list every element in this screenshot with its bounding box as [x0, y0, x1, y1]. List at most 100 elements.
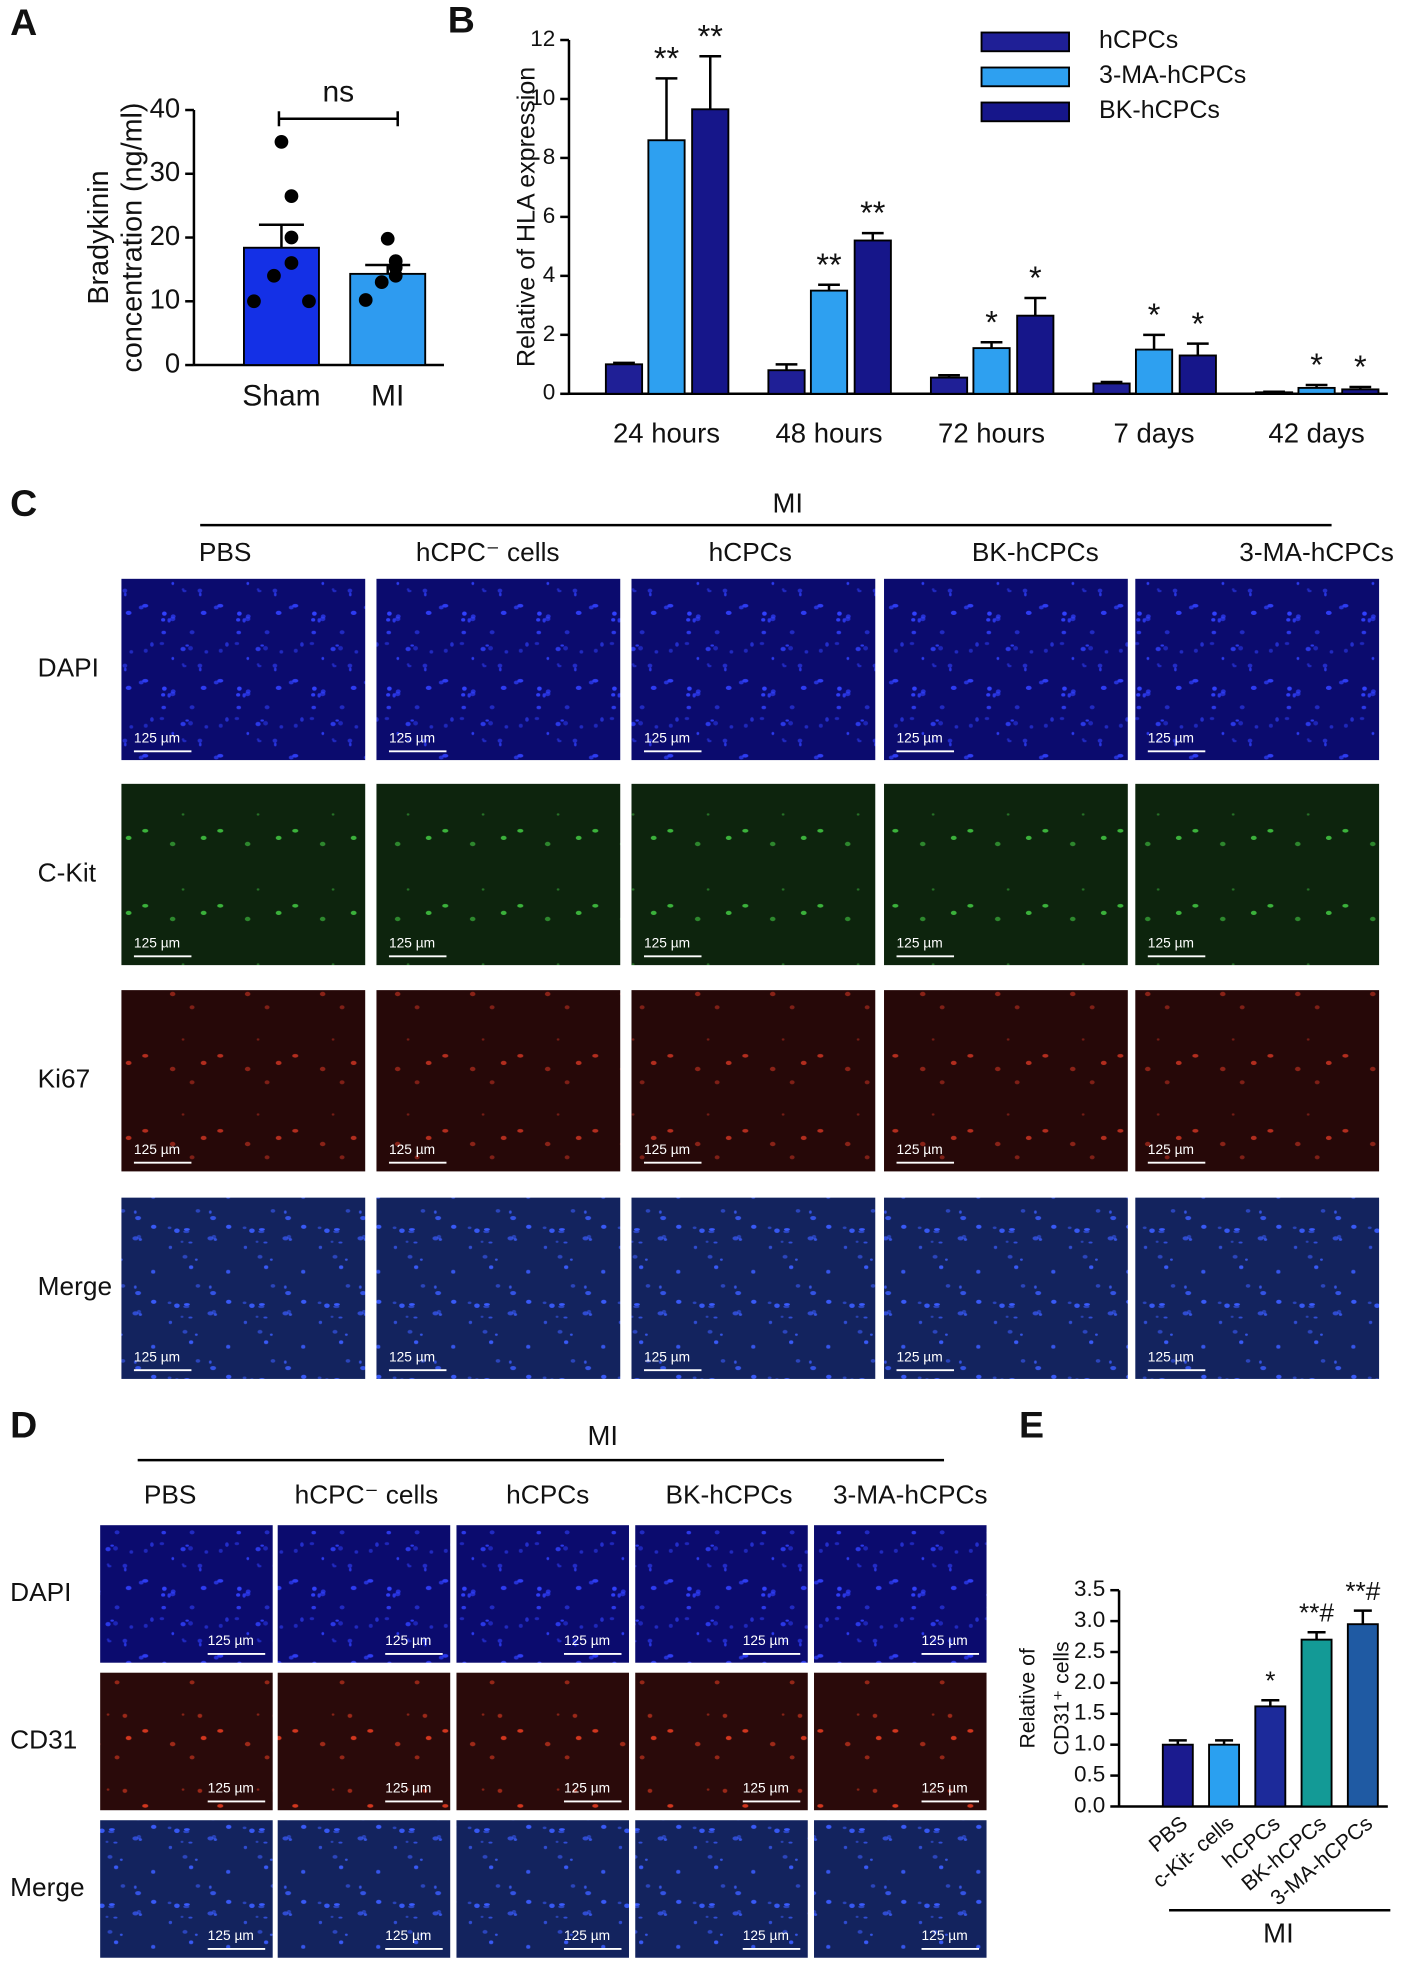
scale-bar-label: 125 µm	[922, 1781, 968, 1796]
scale-bar-label: 125 µm	[743, 1928, 789, 1943]
micrograph	[121, 578, 366, 761]
x-tick-label: 48 hours	[775, 417, 882, 448]
micrograph	[376, 990, 621, 1172]
y-tick-label: 10	[530, 85, 555, 110]
micrograph	[277, 1820, 451, 1958]
bar	[647, 139, 686, 395]
scale-bar-label: 125 µm	[389, 935, 435, 950]
y-tick-label: 0	[165, 347, 180, 378]
panel-label: A	[10, 1, 37, 43]
bar	[1341, 388, 1380, 395]
x-tick-label: 42 days	[1268, 417, 1364, 448]
scale-bar-label: 125 µm	[897, 935, 943, 950]
data-point	[380, 231, 395, 246]
group-label: MI	[1263, 1918, 1294, 1949]
significance: **	[816, 247, 842, 283]
scale-bar-label: 125 µm	[922, 1633, 968, 1648]
column-label: BK-hCPCs	[972, 537, 1099, 567]
y-tick-label: 10	[150, 284, 181, 315]
micrograph	[814, 1672, 987, 1811]
data-point	[274, 135, 289, 149]
legend-swatch	[980, 66, 1070, 88]
y-tick-label: 3.0	[1074, 1607, 1105, 1632]
micrograph	[631, 783, 876, 966]
scale-bar-label: 125 µm	[644, 730, 690, 745]
scale-bar-label: 125 µm	[564, 1928, 610, 1943]
micrograph	[814, 1525, 987, 1663]
bar	[1297, 386, 1336, 395]
micrograph	[884, 1197, 1128, 1379]
bar	[349, 272, 427, 366]
micrograph	[100, 1820, 273, 1958]
panel-label: B	[448, 0, 475, 40]
micrograph	[100, 1672, 273, 1811]
row-label: Merge	[38, 1271, 112, 1301]
micrograph	[121, 990, 366, 1172]
bar	[691, 108, 730, 395]
scale-bar-label: 125 µm	[389, 1349, 435, 1364]
row-label: Merge	[10, 1872, 84, 1902]
significance: *	[1029, 260, 1042, 296]
scale-bar-label: 125 µm	[743, 1781, 789, 1796]
data-point	[358, 293, 373, 307]
bar	[853, 239, 892, 395]
legend-label: BK-hCPCs	[1099, 96, 1220, 124]
data-point	[374, 275, 389, 290]
column-label: hCPCs	[709, 537, 792, 567]
panel-label: D	[10, 1404, 37, 1446]
significance: *	[1310, 347, 1323, 383]
y-tick-label: 4	[543, 262, 556, 287]
y-tick-label: 40	[150, 92, 181, 123]
column-label: 3-MA-hCPCs	[1239, 537, 1394, 567]
y-tick-label: 8	[543, 144, 556, 169]
y-tick-label: 2.0	[1074, 1669, 1105, 1694]
y-tick-label: 2.5	[1074, 1638, 1105, 1663]
scale-bar-label: 125 µm	[1148, 1349, 1194, 1364]
column-label: hCPC⁻ cells	[416, 537, 560, 567]
bar	[1178, 354, 1217, 395]
scale-bar-label: 125 µm	[385, 1781, 431, 1796]
legend-swatch	[980, 101, 1070, 123]
row-label: Ki67	[38, 1064, 91, 1094]
micrograph	[1135, 1197, 1380, 1379]
data-point	[267, 268, 281, 283]
column-label: BK-hCPCs	[666, 1479, 793, 1509]
x-tick-label: Sham	[242, 379, 320, 412]
y-axis-label: concentration (ng/ml)	[117, 102, 149, 372]
panel-label: C	[10, 482, 37, 524]
y-tick-label: 3.5	[1074, 1576, 1105, 1601]
scale-bar-label: 125 µm	[1148, 935, 1194, 950]
bar	[1254, 1705, 1287, 1808]
y-tick-label: 20	[150, 220, 181, 251]
y-axis-label: Relative of HLA expression	[512, 67, 540, 367]
scale-bar-label: 125 µm	[564, 1633, 610, 1648]
y-tick-label: 30	[150, 156, 181, 187]
data-point	[247, 294, 261, 309]
scale-bar-label: 125 µm	[134, 1349, 180, 1364]
significance: **	[654, 40, 680, 76]
scale-bar-label: 125 µm	[389, 1142, 435, 1157]
micrograph	[635, 1672, 808, 1811]
x-tick-label: 72 hours	[938, 417, 1045, 448]
significance: **#	[1299, 1598, 1334, 1628]
x-tick-label: 7 days	[1114, 417, 1195, 448]
micrograph	[1135, 990, 1380, 1172]
y-axis-label: Bradykinin	[83, 170, 115, 304]
row-label: C-Kit	[38, 857, 97, 887]
micrograph	[277, 1672, 451, 1811]
scale-bar-label: 125 µm	[208, 1633, 254, 1648]
bar	[604, 363, 644, 395]
scale-bar-label: 125 µm	[385, 1928, 431, 1943]
y-tick-label: 1.5	[1074, 1700, 1105, 1725]
significance: *	[1265, 1666, 1275, 1696]
significance: *	[1148, 297, 1161, 333]
micrograph	[884, 990, 1128, 1172]
column-label: 3-MA-hCPCs	[833, 1479, 988, 1509]
column-label: PBS	[144, 1479, 197, 1509]
micrograph	[631, 578, 876, 761]
micrograph	[376, 783, 621, 966]
significance: *	[1191, 306, 1204, 342]
scale-bar-label: 125 µm	[564, 1781, 610, 1796]
micrograph	[100, 1525, 273, 1663]
